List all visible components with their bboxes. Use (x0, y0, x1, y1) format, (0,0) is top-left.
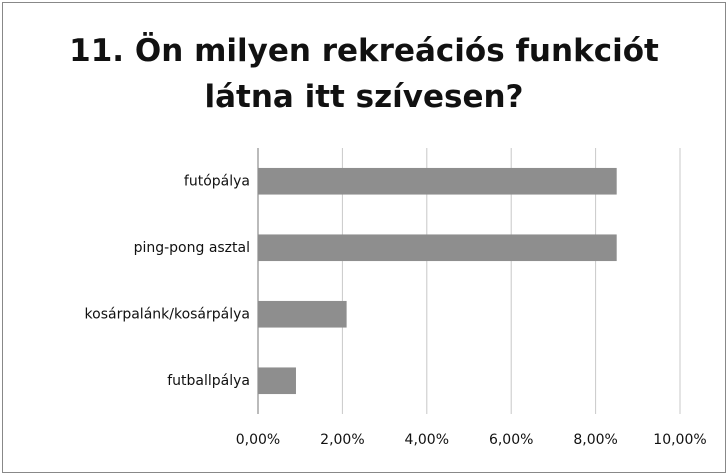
y-tick-label: ping-pong asztal (134, 240, 250, 256)
bar (258, 367, 296, 395)
bar (258, 300, 347, 328)
x-tick-label: 6,00% (489, 432, 533, 448)
x-tick-label: 10,00% (653, 432, 706, 448)
x-tick-label: 0,00% (236, 432, 280, 448)
x-tick-label: 4,00% (405, 432, 449, 448)
y-tick-label: futballpálya (167, 373, 250, 389)
y-tick-label: kosárpalánk/kosárpálya (85, 306, 250, 322)
x-tick-label: 2,00% (320, 432, 364, 448)
x-tick-label: 8,00% (573, 432, 617, 448)
bar (258, 234, 617, 262)
chart-title: 11. Ön milyen rekreációs funkciót látna … (69, 33, 659, 115)
y-tick-label: futópálya (184, 173, 250, 189)
bar (258, 167, 617, 195)
